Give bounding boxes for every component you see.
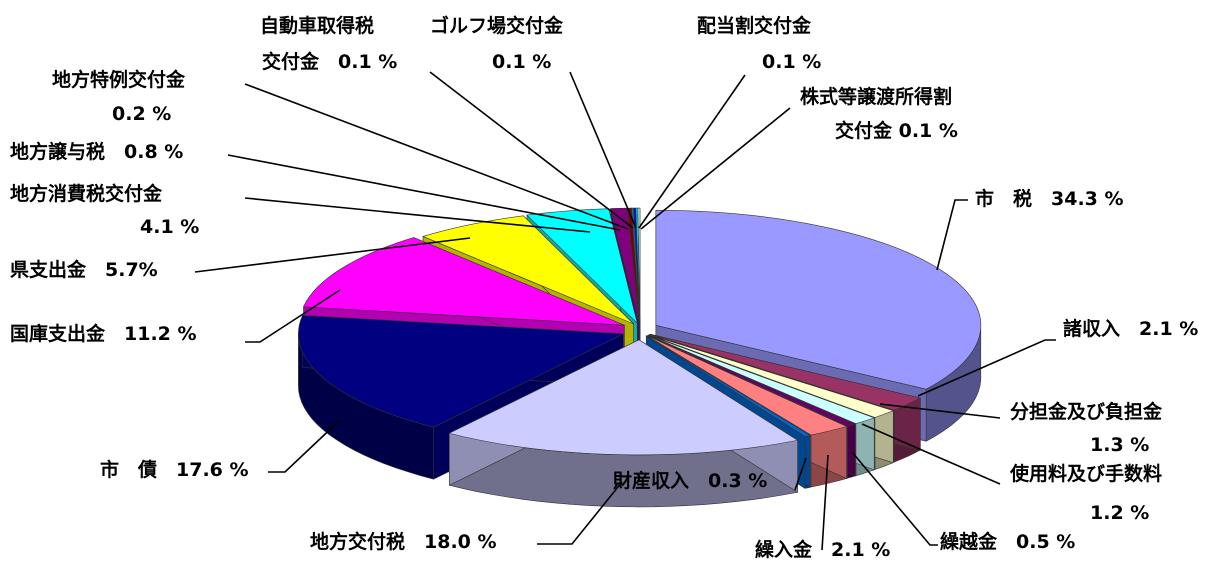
leader-line-3 [861,423,1001,485]
slice-label-14-line1: 交付金 0.1 % [262,50,397,73]
slice-label-3-line1: 1.2 % [1090,502,1149,524]
slice-label-4: 繰越金 0.5 % [940,530,1075,553]
leader-line-13 [244,83,629,230]
leader-line-5 [821,454,829,551]
pie-tops [298,207,982,456]
leader-lines [194,71,1056,551]
slice-4 [647,335,857,427]
leader-line-10 [194,237,471,273]
leader-line-8 [268,419,341,473]
slice-label-13-line1: 0.2 % [112,103,171,125]
slice-1 [649,333,922,411]
slice-8 [298,315,625,428]
leader-line-2 [879,403,1001,419]
slice-9 [303,237,625,326]
slice-label-17: 株式等譲渡所得割 [800,85,952,108]
leader-line-16 [638,74,746,229]
slice-labels: 市 税 34.3 % 諸収入 2.1 % 分担金及び負担金 1.3 % 使用料及び手数料… [10,14,1198,561]
leader-line-4 [851,451,938,546]
slice-label-3: 使用料及び手数料 [1009,462,1162,485]
leader-line-14 [429,71,634,229]
slice-label-1: 諸収入 2.1 % [1063,317,1198,340]
slice-label-9: 国庫支出金 11.2 % [10,322,197,345]
slice-label-16: 配当割交付金 [697,14,812,37]
slice-17 [637,207,641,324]
slice-label-12: 地方譲与税 0.8 % [10,140,183,163]
slice-label-13: 地方特例交付金 [52,68,186,91]
leader-line-12 [227,154,621,231]
slice-label-0: 市 税 34.3 % [975,187,1124,210]
leader-line-1 [917,339,1056,397]
slice-label-8: 市 債 17.6 % [100,458,249,481]
slice-label-11: 地方消費税交付金 [10,182,163,205]
leader-line-0 [936,199,968,271]
leader-line-17 [640,107,791,230]
leader-line-7 [537,481,623,545]
slice-10 [422,215,634,325]
slice-label-15-line1: 0.1 % [492,51,551,73]
slice-6 [646,335,812,437]
slice-7 [448,339,799,456]
slice-label-6: 財産収入 0.3 % [613,469,767,492]
slice-0 [655,210,982,390]
slice-2 [649,334,895,418]
slice-label-17-line1: 交付金 0.1 % [835,119,958,142]
slice-label-16-line1: 0.1 % [762,51,821,73]
slice-label-2-line1: 1.3 % [1090,434,1149,456]
slice-label-15: ゴルフ場交付金 [430,14,564,37]
slice-label-14: 自動車取得税 [260,14,374,37]
slice-label-7: 地方交付税 18.0 % [310,530,497,553]
leader-line-15 [569,71,637,229]
slice-label-5: 繰入金 2.1 % [755,538,890,561]
slice-label-2: 分担金及び負担金 [1010,400,1163,423]
leader-line-11 [244,197,591,233]
leader-line-9 [245,289,341,343]
slice-label-11-line1: 4.1 % [140,216,199,238]
slice-3 [648,334,876,424]
slice-label-10: 県支出金 5.7% [10,258,158,281]
leader-line-6 [794,457,807,491]
slice-5 [646,335,848,436]
